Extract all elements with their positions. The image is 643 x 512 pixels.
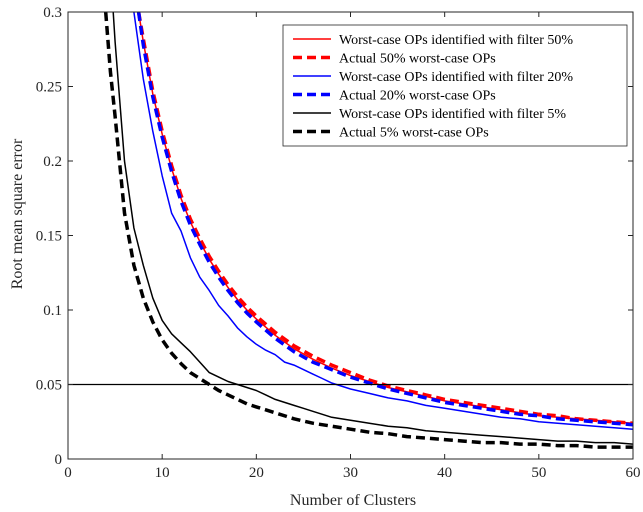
legend-label: Actual 5% worst-case OPs <box>339 126 489 141</box>
series-layer <box>68 12 633 449</box>
series-line-2 <box>136 12 633 425</box>
y-tick-label: 0.25 <box>36 80 62 96</box>
y-tick-label: 0.05 <box>36 378 62 394</box>
series-line-4 <box>136 12 633 427</box>
axes-layer: 0 10 20 30 40 50 60 0 0.05 0.1 0.15 0.2 0.25 0.3 <box>36 5 641 481</box>
series-line-3 <box>133 12 633 430</box>
y-tick-label: 0.1 <box>43 303 62 319</box>
legend-label: Actual 20% worst-case OPs <box>339 89 496 104</box>
x-tick-label: 30 <box>343 465 358 481</box>
x-tick-label: 0 <box>64 465 72 481</box>
x-tick-label: 20 <box>249 465 264 481</box>
legend-label: Worst-case OPs identified with filter 20… <box>339 70 573 85</box>
y-tick-label: 0.15 <box>36 229 62 245</box>
legend-label: Worst-case OPs identified with filter 5% <box>339 107 566 122</box>
x-tick-label: 40 <box>437 465 452 481</box>
series-line-6 <box>103 12 633 449</box>
legend-label: Actual 50% worst-case OPs <box>339 52 496 67</box>
series-line-5 <box>112 12 633 445</box>
y-axis-title: Root mean square error <box>9 138 26 289</box>
x-tick-label: 50 <box>531 465 546 481</box>
legend-label: Worst-case OPs identified with filter 50… <box>339 33 573 48</box>
y-tick-label: 0 <box>55 452 63 468</box>
legend: Worst-case OPs identified with filter 50… <box>282 24 628 147</box>
y-tick-label: 0.2 <box>43 154 62 170</box>
x-axis-title: Number of Clusters <box>290 492 416 509</box>
legend-box <box>282 24 628 147</box>
x-tick-label: 10 <box>155 465 170 481</box>
y-tick-label: 0.3 <box>43 5 62 21</box>
x-tick-label: 60 <box>626 465 641 481</box>
